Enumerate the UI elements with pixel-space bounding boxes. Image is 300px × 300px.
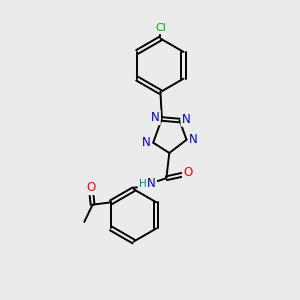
Text: Cl: Cl xyxy=(155,23,166,33)
Text: N: N xyxy=(189,133,198,146)
Text: N: N xyxy=(151,111,160,124)
Text: N: N xyxy=(182,112,190,125)
Text: N: N xyxy=(147,177,156,190)
Text: O: O xyxy=(86,181,96,194)
Text: H: H xyxy=(139,178,146,189)
Text: N: N xyxy=(142,136,151,149)
Text: O: O xyxy=(183,167,192,179)
